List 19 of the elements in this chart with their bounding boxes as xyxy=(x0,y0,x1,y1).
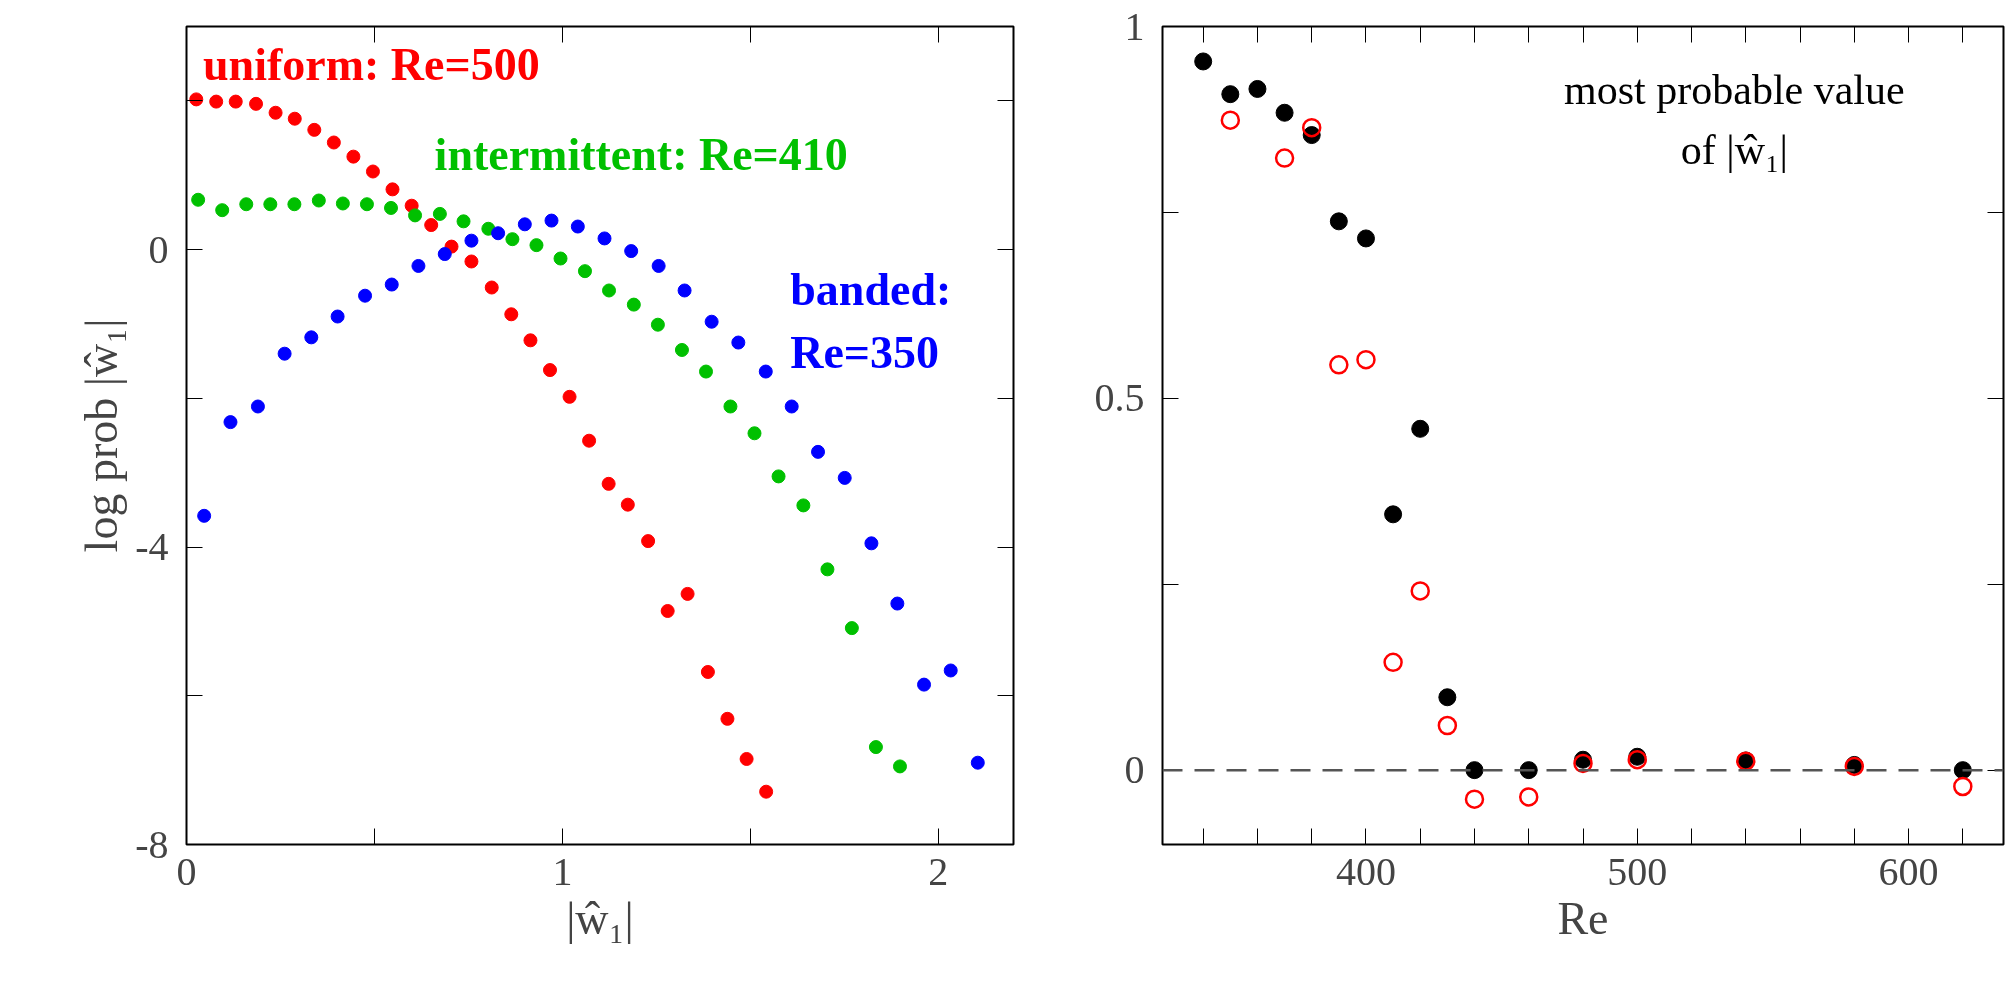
y-tick-label: 0 xyxy=(1124,747,1145,793)
series-label: intermittent: Re=410 xyxy=(434,128,848,180)
y-tick-label: 0 xyxy=(148,226,169,272)
y-tick-label: 0.5 xyxy=(1094,375,1145,421)
x-axis-title: |ŵ₁| xyxy=(566,892,634,944)
x-tick-label: 600 xyxy=(1878,848,1939,894)
x-tick-label: 500 xyxy=(1607,848,1668,894)
x-tick-label: 1 xyxy=(552,848,573,894)
x-tick-label: 400 xyxy=(1335,848,1396,894)
y-tick-label: -8 xyxy=(135,821,169,867)
series-label: banded: Re=350 xyxy=(790,263,952,379)
annotation: most probable value of |ŵ₁| xyxy=(1564,67,1905,174)
x-tick-label: 2 xyxy=(928,848,949,894)
x-tick-label: 0 xyxy=(176,848,197,894)
y-tick-label: 1 xyxy=(1124,3,1145,49)
y-axis-title: log prob |ŵ₁| xyxy=(76,318,128,553)
y-tick-label: -4 xyxy=(135,524,169,570)
series-label: uniform: Re=500 xyxy=(203,38,540,90)
x-axis-title: Re xyxy=(1557,892,1609,944)
